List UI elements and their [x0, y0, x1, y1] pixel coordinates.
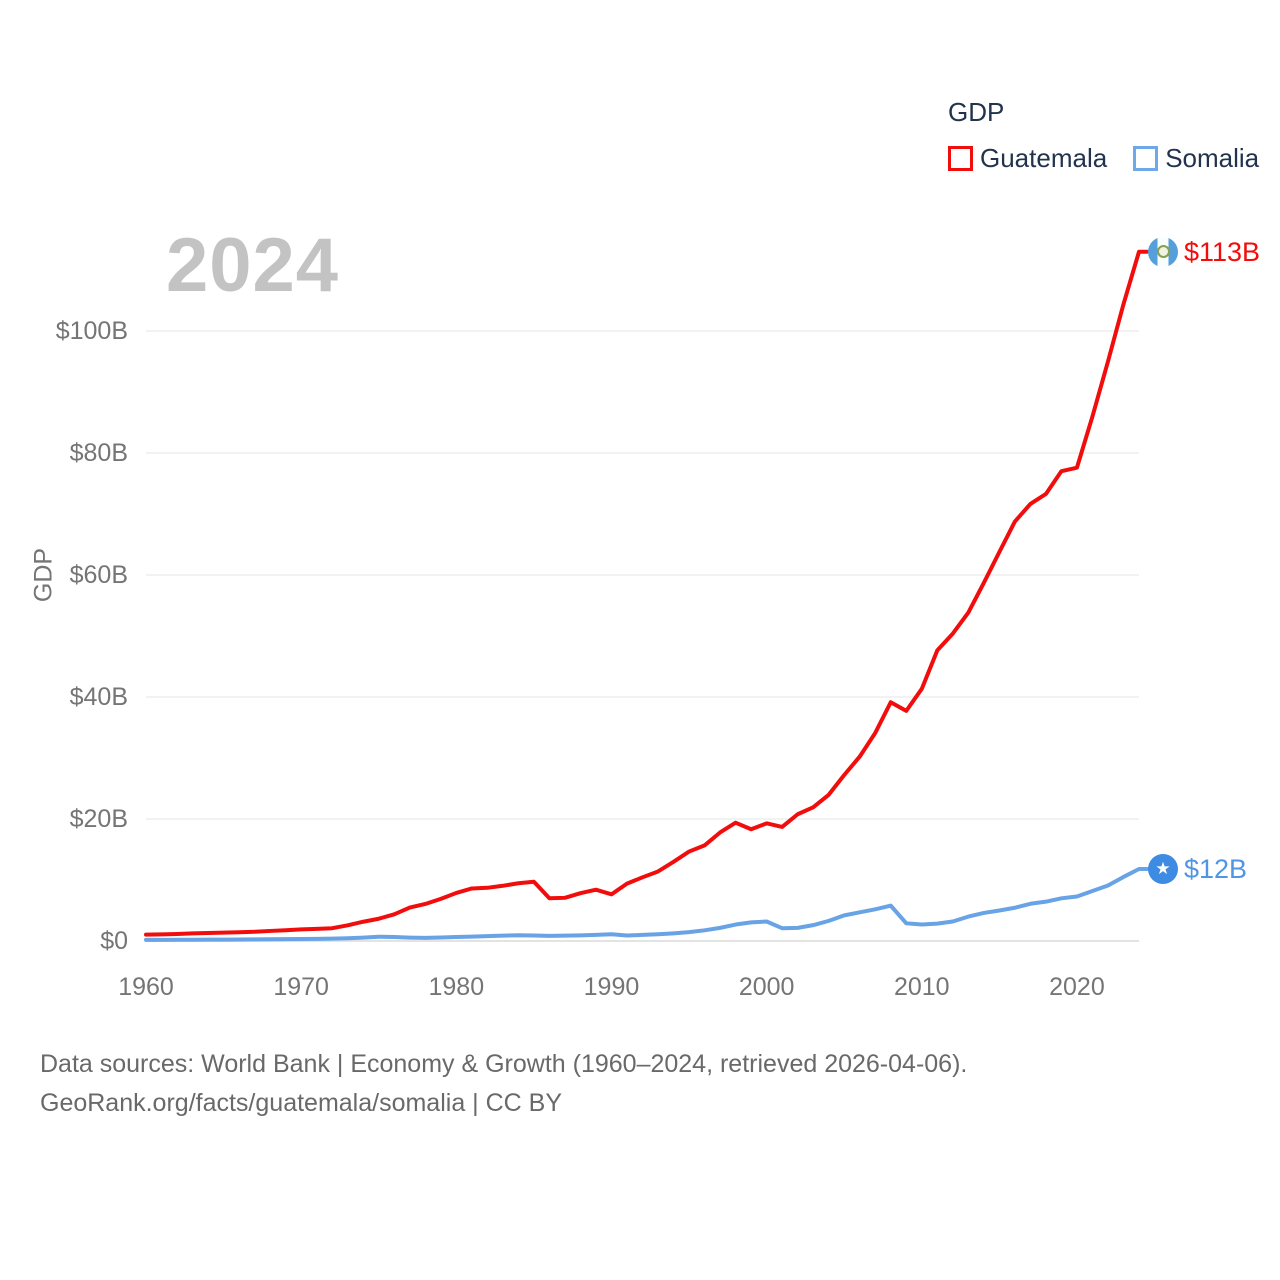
y-tick-label: $0 — [100, 927, 128, 955]
x-tick-label: 1970 — [273, 973, 329, 1001]
guatemala-emblem-icon — [1156, 245, 1170, 259]
legend-item-somalia[interactable]: Somalia — [1133, 143, 1259, 174]
y-tick-label: $60B — [69, 561, 128, 589]
footer-line-sources: Data sources: World Bank | Economy & Gro… — [40, 1050, 968, 1078]
x-tick-label: 1990 — [583, 973, 640, 1001]
somalia-series-swatch-icon — [1133, 146, 1159, 171]
x-tick-label: 2010 — [893, 973, 950, 1001]
data-source-footer: Data sources: World Bank | Economy & Gro… — [40, 1045, 967, 1123]
y-tick-label: $100B — [55, 317, 128, 345]
legend-title: GDP — [948, 97, 1005, 127]
x-tick-label: 2000 — [738, 973, 795, 1001]
somalia-flag-icon: ★ — [1148, 854, 1178, 885]
x-tick-label: 1960 — [118, 973, 174, 1001]
year-watermark: 2024 — [166, 223, 340, 308]
guatemala-flag-icon — [1148, 236, 1178, 267]
legend-label: Somalia — [1165, 143, 1260, 173]
legend-label: Guatemala — [980, 143, 1108, 173]
chart-legend: GDP Guatemala Somalia — [948, 97, 1259, 174]
guatemala-series-swatch-icon — [948, 146, 973, 171]
y-tick-label: $80B — [69, 439, 128, 467]
legend-items: Guatemala Somalia — [948, 143, 1259, 174]
somalia-value-label: $12B — [1184, 854, 1248, 885]
y-tick-label: $20B — [69, 805, 128, 833]
legend-item-guatemala[interactable]: Guatemala — [948, 143, 1107, 174]
somalia-star-icon: ★ — [1155, 859, 1171, 879]
y-tick-label: $40B — [69, 683, 128, 711]
x-tick-label: 1980 — [428, 973, 485, 1001]
guatemala-value-label: $113B — [1184, 236, 1261, 267]
x-tick-label: 2020 — [1049, 973, 1105, 1001]
footer-line-attribution: GeoRank.org/facts/guatemala/somalia | CC… — [40, 1089, 563, 1117]
